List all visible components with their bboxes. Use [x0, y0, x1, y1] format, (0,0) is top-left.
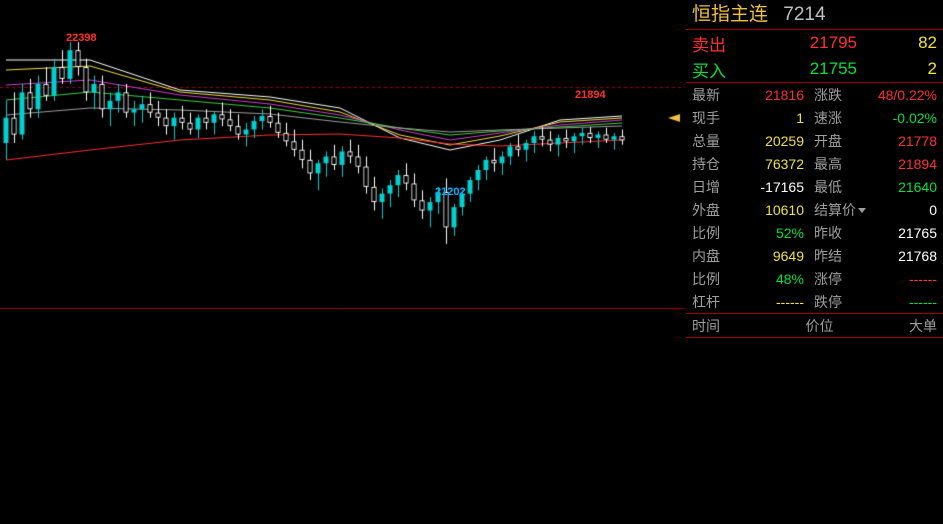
data-row: 内盘9649昨结21768 — [686, 244, 943, 267]
data-value: -17165 — [734, 179, 804, 195]
data-value: ------ — [866, 271, 937, 287]
data-row: 杠杆------跌停------ — [686, 290, 943, 313]
buy-qty: 2 — [887, 59, 937, 79]
data-row: 总量20259开盘21778 — [686, 129, 943, 152]
data-label: 外盘 — [692, 200, 734, 220]
data-value: ------ — [734, 294, 804, 310]
data-value: 21765 — [866, 225, 937, 241]
data-label: 昨收 — [804, 223, 866, 243]
data-label: 结算价 — [804, 200, 866, 220]
data-value: ------ — [866, 294, 937, 310]
data-label: 最新 — [692, 85, 734, 105]
data-label: 持仓 — [692, 154, 734, 174]
data-label: 涨跌 — [804, 85, 866, 105]
buy-price: 21755 — [736, 59, 887, 79]
data-value: 1 — [734, 110, 804, 126]
data-label: 涨停 — [804, 269, 866, 289]
col-price: 价位 — [752, 316, 887, 336]
data-value: 20259 — [734, 133, 804, 149]
data-value: 21894 — [866, 156, 937, 172]
data-value: 52% — [734, 225, 804, 241]
data-label: 总量 — [692, 131, 734, 151]
data-row: 现手1速涨-0.02% — [686, 106, 943, 129]
sell-label: 卖出 — [692, 31, 736, 56]
instrument-name: 恒指主连 — [692, 4, 768, 25]
buy-label: 买入 — [692, 57, 736, 82]
data-value: 10610 — [734, 202, 804, 218]
bid-ask-block: 卖出 21795 82 买入 21755 2 — [686, 30, 943, 83]
data-label: 昨结 — [804, 246, 866, 266]
data-value: 21768 — [866, 248, 937, 264]
quote-sidebar: 恒指主连 7214 卖出 21795 82 买入 21755 2 最新21816… — [686, 0, 943, 524]
data-value: 21816 — [734, 87, 804, 103]
sell-price: 21795 — [736, 33, 887, 53]
data-value: 48/0.22% — [866, 87, 937, 103]
data-label: 速涨 — [804, 108, 866, 128]
quote-data-grid: 最新21816涨跌48/0.22%现手1速涨-0.02%总量20259开盘217… — [686, 83, 943, 314]
col-time: 时间 — [692, 316, 752, 336]
data-row: 最新21816涨跌48/0.22% — [686, 83, 943, 106]
data-label: 杠杆 — [692, 292, 734, 312]
sell-qty: 82 — [887, 33, 937, 53]
instrument-title[interactable]: 恒指主连 7214 — [686, 0, 943, 30]
data-row: 日增-17165最低21640 — [686, 175, 943, 198]
data-label: 比例 — [692, 269, 734, 289]
data-label: 现手 — [692, 108, 734, 128]
data-label: 内盘 — [692, 246, 734, 266]
chart-pane[interactable]: 22398 21202 21894 — [0, 0, 685, 524]
data-row: 外盘10610结算价0 — [686, 198, 943, 221]
data-label: 最高 — [804, 154, 866, 174]
trades-header: 时间 价位 大单 — [686, 314, 943, 338]
data-row: 比例48%涨停------ — [686, 267, 943, 290]
data-value: -0.02% — [866, 110, 937, 126]
col-large: 大单 — [887, 316, 937, 336]
instrument-code: 7214 — [783, 4, 825, 25]
data-value: 48% — [734, 271, 804, 287]
data-value: 21640 — [866, 179, 937, 195]
data-value: 9649 — [734, 248, 804, 264]
data-value: 0 — [866, 202, 937, 218]
dropdown-icon[interactable] — [858, 208, 866, 213]
data-row: 比例52%昨收21765 — [686, 221, 943, 244]
candlestick-chart — [0, 0, 685, 524]
data-label: 最低 — [804, 177, 866, 197]
data-label: 跌停 — [804, 292, 866, 312]
data-label: 比例 — [692, 223, 734, 243]
data-row: 持仓76372最高21894 — [686, 152, 943, 175]
data-label: 开盘 — [804, 131, 866, 151]
sell-row[interactable]: 卖出 21795 82 — [686, 30, 943, 56]
buy-row[interactable]: 买入 21755 2 — [686, 56, 943, 82]
data-value: 76372 — [734, 156, 804, 172]
data-label: 日增 — [692, 177, 734, 197]
data-value: 21778 — [866, 133, 937, 149]
